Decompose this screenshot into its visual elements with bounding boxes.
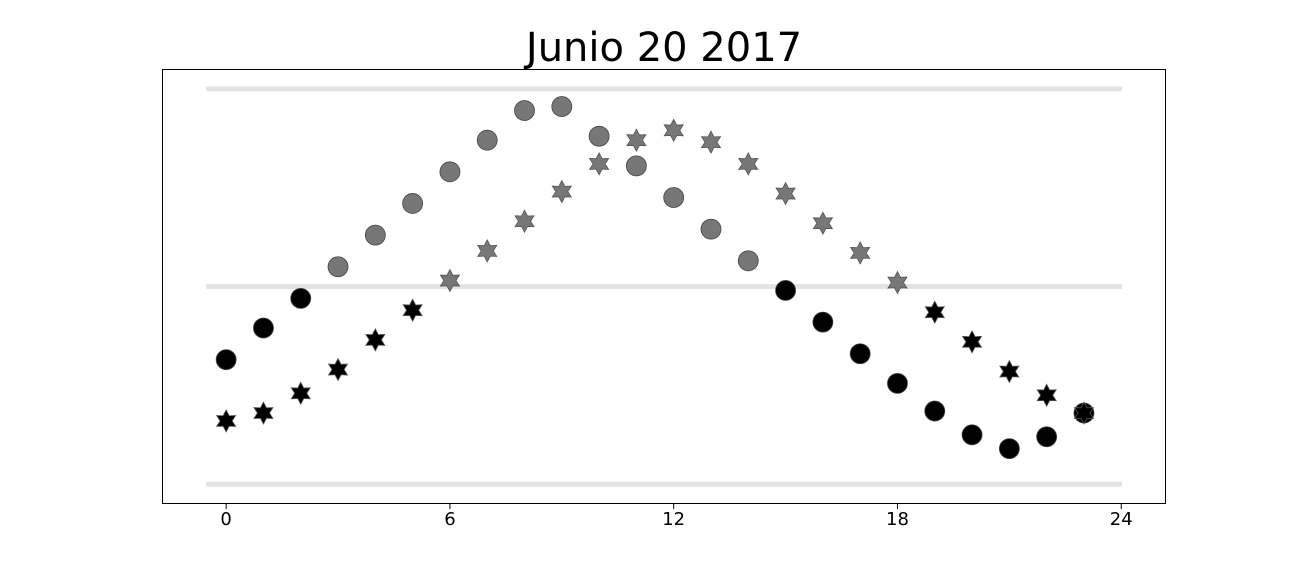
circle-point: [737, 250, 759, 272]
star-point: [775, 181, 796, 206]
circle-point: [439, 161, 461, 183]
circle-point: [924, 400, 946, 422]
x-tick-label: 0: [220, 509, 231, 530]
circle-point: [514, 100, 535, 121]
star-point: [700, 130, 722, 155]
circle-point: [849, 343, 871, 365]
star-point: [365, 328, 386, 352]
circle-point: [290, 287, 312, 309]
circle-point: [961, 424, 983, 446]
star-point: [1036, 383, 1057, 408]
circle-point: [626, 155, 647, 177]
x-tick-label: 24: [1110, 509, 1133, 530]
plot-frame: [162, 69, 1166, 504]
star-point: [215, 409, 237, 433]
star-point: [849, 241, 871, 265]
circle-point: [812, 311, 834, 333]
star-point: [924, 300, 946, 325]
star-point: [327, 357, 349, 382]
x-tick-label: 6: [444, 509, 455, 530]
star-point: [588, 152, 610, 176]
circle-point: [1036, 426, 1058, 448]
star-point: [887, 270, 908, 295]
circle-point: [775, 280, 796, 301]
star-point: [961, 329, 983, 354]
star-point: [476, 239, 498, 263]
star-point: [439, 268, 461, 293]
star-point: [551, 179, 573, 204]
circle-point: [588, 125, 610, 147]
star-point: [812, 211, 834, 236]
star-point: [514, 209, 535, 234]
star-point: [290, 381, 312, 406]
circle-point: [364, 224, 386, 246]
circle-point: [663, 187, 685, 208]
circle-point: [215, 349, 237, 371]
circle-point: [476, 129, 498, 151]
circle-point: [253, 317, 274, 339]
circle-point: [998, 438, 1020, 460]
x-tick-label: 18: [886, 509, 909, 530]
star-point: [738, 152, 759, 176]
circle-point: [551, 96, 573, 117]
circle-point: [887, 372, 908, 394]
chart-title: Junio 20 2017: [523, 25, 802, 71]
circle-point: [327, 256, 349, 278]
star-point: [1073, 401, 1095, 425]
star-point: [402, 298, 423, 323]
x-tick-label: 12: [662, 509, 685, 530]
star-point: [663, 118, 684, 143]
circle-point: [402, 193, 424, 214]
circle-point: [700, 218, 722, 240]
star-point: [626, 128, 647, 153]
star-point: [253, 401, 274, 425]
star-point: [999, 359, 1020, 384]
